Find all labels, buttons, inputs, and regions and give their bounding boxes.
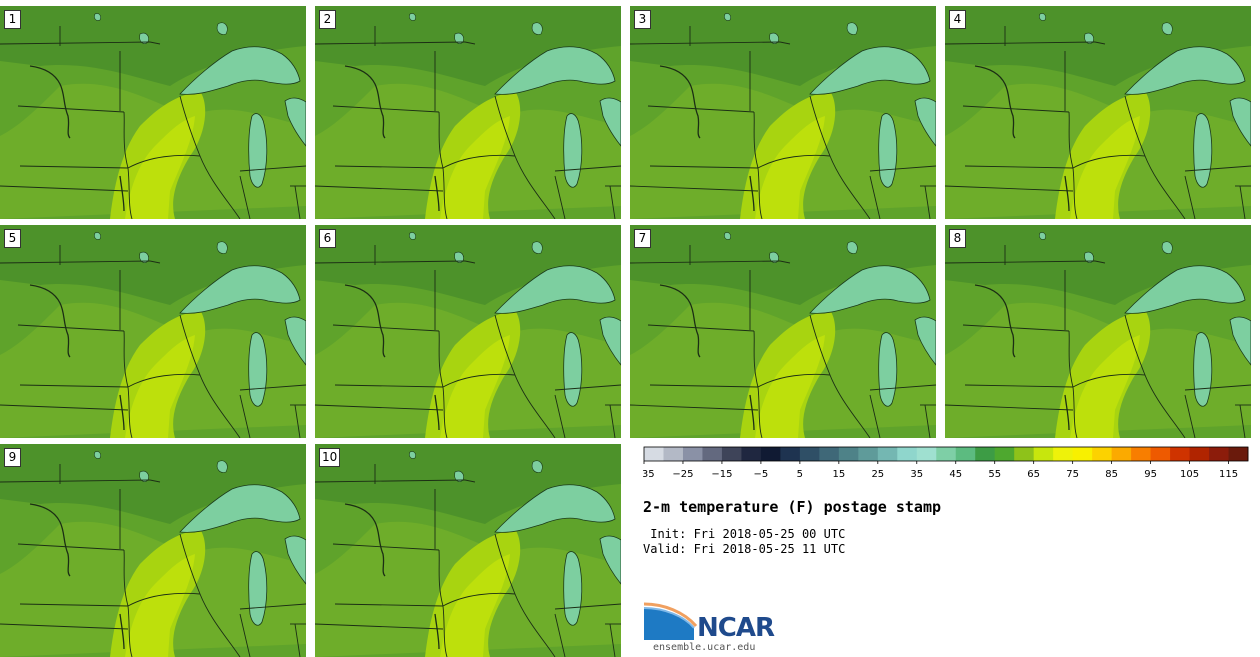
- temperature-map: [315, 225, 621, 438]
- colorbar-segment: [1209, 447, 1229, 461]
- colorbar-segment: [760, 447, 781, 461]
- map-panel-9: 9: [0, 444, 306, 657]
- colorbar-segment: [1014, 447, 1035, 461]
- colorbar-segment: [936, 447, 957, 461]
- colorbar-tick-label: 55: [988, 469, 1001, 480]
- temperature-map: [315, 444, 621, 657]
- colorbar-tick-label: 95: [1144, 469, 1157, 480]
- colorbar-tick-label: 65: [1027, 469, 1040, 480]
- colorbar-segment: [916, 447, 937, 461]
- colorbar-segment: [897, 447, 918, 461]
- colorbar-segment: [858, 447, 879, 461]
- member-label: 1: [4, 10, 21, 29]
- colorbar-segment: [994, 447, 1015, 461]
- map-panel-7: 7: [630, 225, 936, 438]
- colorbar-segment: [1189, 447, 1210, 461]
- member-label: 6: [319, 229, 336, 248]
- temperature-map: [945, 6, 1251, 219]
- temperature-map: [0, 444, 306, 657]
- ncar-logo-text: NCAR: [697, 613, 775, 643]
- temperature-map: [0, 6, 306, 219]
- colorbar-segment: [741, 447, 762, 461]
- colorbar-tick-label: 85: [1105, 469, 1118, 480]
- colorbar-segment: [721, 447, 742, 461]
- colorbar-tick-label: −5: [754, 469, 769, 480]
- colorbar-tick-label: 45: [949, 469, 962, 480]
- colorbar-tick-label: 5: [797, 469, 803, 480]
- colorbar-segment: [975, 447, 996, 461]
- map-panel-4: 4: [945, 6, 1251, 219]
- member-label: 4: [949, 10, 966, 29]
- colorbar-tick-label: −15: [711, 469, 732, 480]
- member-label: 9: [4, 448, 21, 467]
- colorbar-segment: [1150, 447, 1171, 461]
- colorbar-segment: [838, 447, 859, 461]
- colorbar-segment: [702, 447, 723, 461]
- init-time: Init: Fri 2018-05-25 00 UTC: [643, 527, 846, 541]
- temperature-map: [315, 6, 621, 219]
- map-panel-1: 1: [0, 6, 306, 219]
- colorbar-segment: [1228, 447, 1249, 461]
- colorbar-tick-label: 105: [1180, 469, 1199, 480]
- temperature-map: [0, 225, 306, 438]
- colorbar-segment: [682, 447, 703, 461]
- member-label: 5: [4, 229, 21, 248]
- ncar-logo-icon: [643, 602, 698, 640]
- site-url: ensemble.ucar.edu: [653, 642, 756, 653]
- map-panel-8: 8: [945, 225, 1251, 438]
- member-label: 8: [949, 229, 966, 248]
- colorbar-segment: [1131, 447, 1151, 461]
- temperature-map: [630, 6, 936, 219]
- colorbar-segment: [1033, 447, 1054, 461]
- temperature-map: [945, 225, 1251, 438]
- colorbar-tick-label: 115: [1219, 469, 1238, 480]
- colorbar-segment: [819, 447, 840, 461]
- colorbar-segment: [780, 447, 801, 461]
- colorbar-border: [643, 446, 1249, 462]
- colorbar-tick-label: −25: [672, 469, 693, 480]
- colorbar-tick-label: 15: [832, 469, 845, 480]
- member-label: 3: [634, 10, 651, 29]
- map-panel-10: 10: [315, 444, 621, 657]
- member-label: 2: [319, 10, 336, 29]
- temperature-map: [630, 225, 936, 438]
- colorbar-segment: [955, 447, 976, 461]
- map-panel-3: 3: [630, 6, 936, 219]
- colorbar-tick-label: 25: [871, 469, 884, 480]
- colorbar-segment: [1111, 447, 1132, 461]
- plot-title: 2-m temperature (F) postage stamp: [643, 498, 942, 516]
- map-panel-6: 6: [315, 225, 621, 438]
- colorbar-tick-label: 75: [1066, 469, 1079, 480]
- valid-time: Valid: Fri 2018-05-25 11 UTC: [643, 542, 846, 556]
- member-label: 7: [634, 229, 651, 248]
- colorbar-segment: [877, 447, 898, 461]
- colorbar-segment: [1092, 447, 1113, 461]
- colorbar-segment: [799, 447, 820, 461]
- map-panel-5: 5: [0, 225, 306, 438]
- colorbar-tick-label: −35: [643, 469, 655, 480]
- member-label: 10: [319, 448, 341, 467]
- colorbar-segment: [1053, 447, 1074, 461]
- colorbar-segment: [663, 447, 684, 461]
- colorbar-segment: [1072, 447, 1093, 461]
- map-panel-2: 2: [315, 6, 621, 219]
- colorbar-segment: [1170, 447, 1190, 461]
- colorbar-tick-label: 35: [910, 469, 923, 480]
- colorbar-segment: [644, 447, 664, 461]
- temperature-colorbar: −35 −25 −15 −5 5 15 25 35 45 55 65 75 85 95 105 115: [643, 446, 1249, 480]
